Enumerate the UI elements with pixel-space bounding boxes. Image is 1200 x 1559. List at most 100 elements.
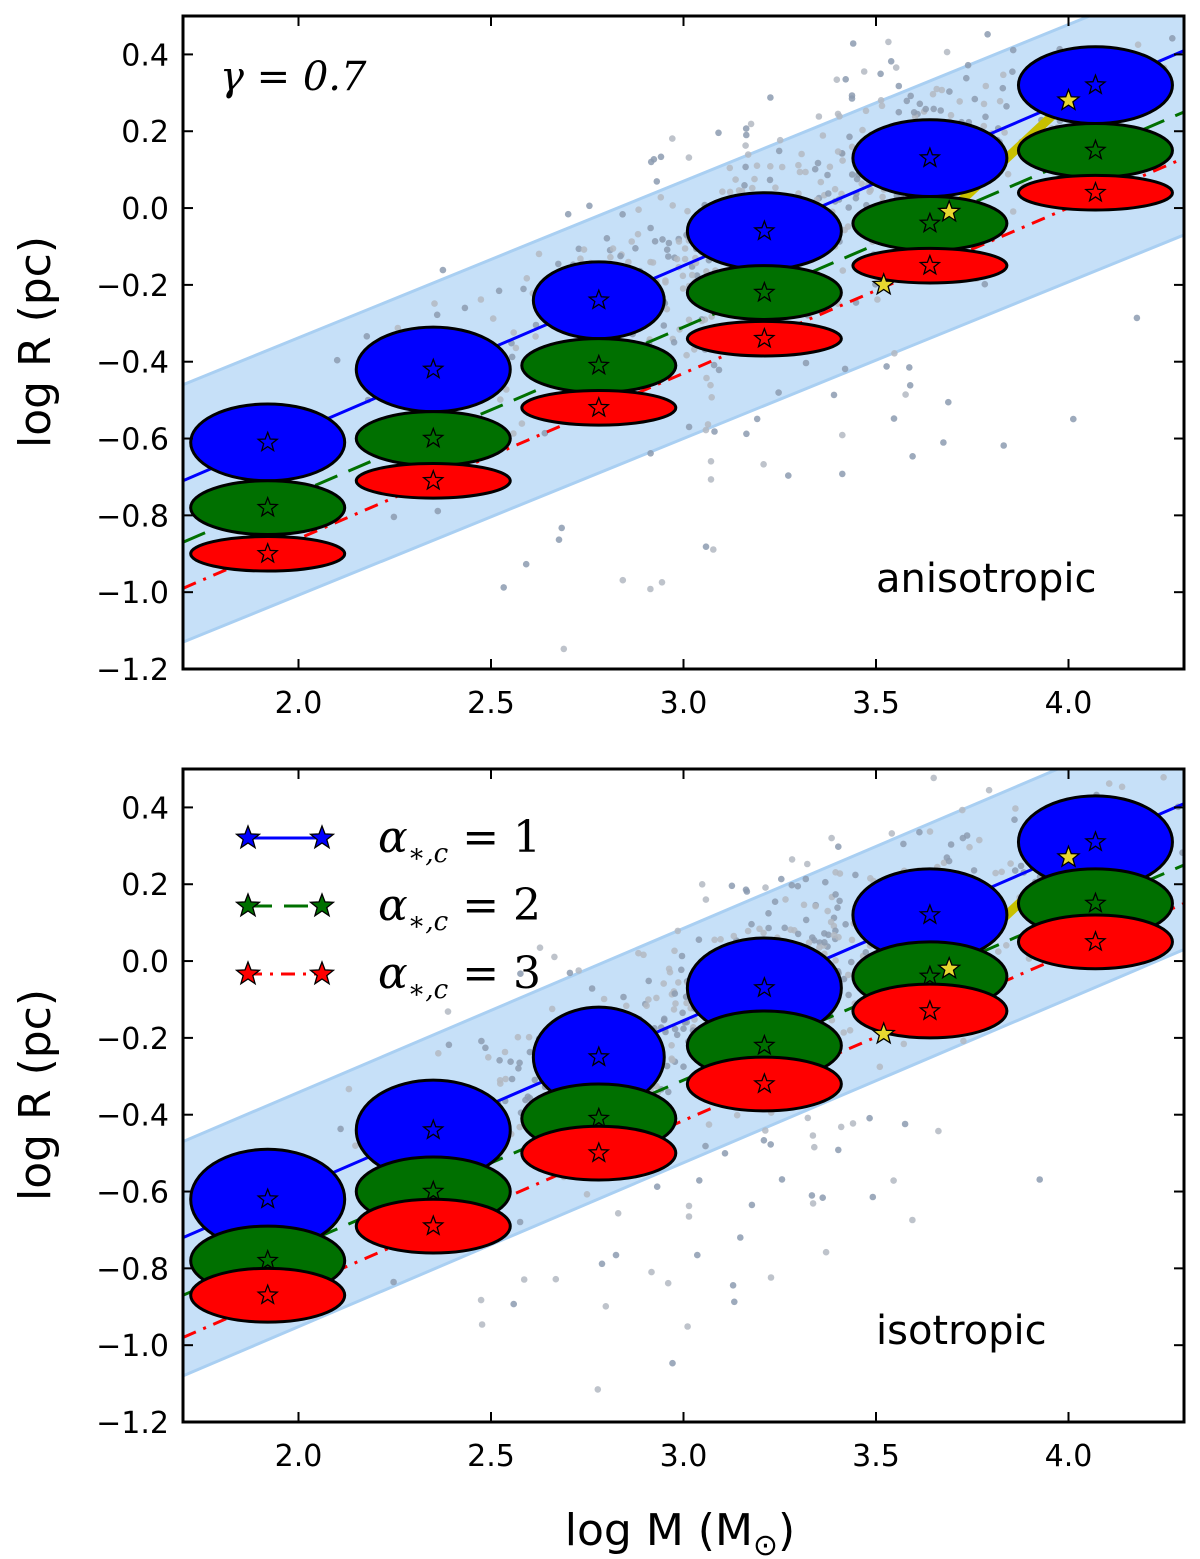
- cluster-point: [662, 279, 669, 286]
- legend-star: [234, 960, 262, 986]
- cluster-point: [482, 1044, 489, 1052]
- cluster-point: [982, 113, 989, 121]
- cluster-point: [612, 1251, 620, 1259]
- cluster-point: [1180, 725, 1187, 732]
- cluster-point: [514, 1033, 522, 1041]
- cluster-point: [1011, 867, 1019, 874]
- star-marker: [256, 541, 279, 564]
- y-tick-label: −1.0: [96, 1329, 169, 1364]
- cluster-ellipse-1: [851, 118, 1009, 199]
- cluster-point: [516, 1059, 523, 1067]
- star-marker: [918, 253, 942, 276]
- cluster-point: [674, 927, 682, 935]
- y-tick-label: 0.0: [121, 192, 169, 227]
- cluster-ellipse-2: [851, 195, 1009, 252]
- cluster-point: [363, 333, 371, 340]
- cluster-ellipse-2: [1016, 122, 1174, 179]
- cluster-point: [705, 1121, 713, 1128]
- cluster-point: [802, 359, 810, 367]
- cluster-point: [804, 860, 811, 868]
- cluster-point: [937, 107, 944, 114]
- cluster-point: [1012, 805, 1019, 812]
- cluster-point: [508, 1075, 516, 1083]
- star-marker: [753, 326, 776, 349]
- y-tick-label: −0.4: [96, 346, 169, 381]
- cluster-point: [580, 246, 588, 253]
- cluster-ellipse-3: [685, 1055, 843, 1113]
- legend-value: = 3: [448, 948, 541, 999]
- cluster-point: [844, 223, 852, 230]
- cluster-point: [352, 1142, 359, 1149]
- cluster-point: [669, 202, 676, 209]
- cluster-point: [651, 238, 659, 245]
- cluster-point: [831, 185, 839, 193]
- cluster-point: [841, 365, 849, 373]
- cluster-point: [653, 994, 660, 1002]
- cluster-point: [522, 560, 530, 568]
- cluster-point: [670, 1006, 678, 1013]
- cluster-point: [650, 156, 658, 163]
- cluster-point: [726, 188, 734, 196]
- cluster-point: [337, 1125, 344, 1133]
- cluster-point: [848, 936, 856, 944]
- cluster-point: [836, 897, 843, 905]
- legend-symbol: α: [378, 880, 408, 931]
- cluster-point: [812, 902, 819, 910]
- cluster-point: [802, 875, 810, 883]
- star-marker: [918, 903, 942, 925]
- x-tick-label: 3.5: [852, 686, 900, 721]
- star-marker: [753, 1072, 776, 1094]
- cluster-point: [619, 211, 626, 218]
- cluster-point: [848, 958, 855, 966]
- cluster-point: [976, 836, 983, 844]
- cluster-point: [767, 163, 774, 170]
- cluster-point: [802, 916, 810, 924]
- cluster-point: [508, 353, 516, 361]
- cluster-point: [617, 252, 624, 260]
- cluster-point: [982, 82, 990, 90]
- cluster-point: [903, 97, 911, 105]
- cluster-point: [834, 148, 842, 155]
- cluster-point: [715, 366, 723, 374]
- cluster-ellipse-2: [685, 264, 843, 321]
- cluster-point: [1017, 862, 1025, 870]
- cluster-point: [960, 1037, 967, 1045]
- cluster-ellipse-3: [1016, 173, 1174, 212]
- track-star-marker: [936, 199, 962, 223]
- fit-line-1: [183, 802, 1184, 1239]
- cluster-point: [762, 1127, 769, 1134]
- cluster-point: [828, 834, 835, 842]
- cluster-point: [1011, 816, 1018, 823]
- cluster-point: [1000, 71, 1007, 79]
- cluster-point: [866, 1114, 873, 1122]
- cluster-point: [922, 105, 929, 113]
- cluster-point: [564, 210, 572, 218]
- cluster-point: [698, 881, 706, 888]
- cluster-point: [619, 576, 627, 584]
- cluster-point: [555, 536, 563, 543]
- cluster-ellipse-3: [1016, 913, 1174, 971]
- cluster-point: [956, 98, 963, 105]
- cluster-point: [516, 1123, 523, 1131]
- cluster-point: [707, 476, 715, 483]
- cluster-point: [670, 339, 678, 346]
- cluster-point: [900, 1040, 908, 1048]
- legend-label-2: α∗,c = 2: [378, 880, 541, 937]
- cluster-point: [848, 171, 856, 178]
- cluster-point: [703, 374, 710, 382]
- cluster-ellipse-1: [1016, 45, 1174, 126]
- cluster-point: [647, 585, 654, 593]
- cluster-point: [771, 898, 779, 905]
- cluster-ellipse-2: [189, 479, 347, 537]
- cluster-point: [602, 1303, 610, 1310]
- panel-label-anisotropic: anisotropic: [876, 556, 1097, 602]
- cluster-point: [478, 1037, 485, 1045]
- cluster-point: [890, 1177, 897, 1184]
- cluster-point: [516, 1218, 524, 1226]
- cluster-point: [515, 1065, 522, 1072]
- y-tick-label: 0.2: [121, 868, 169, 903]
- legend-value: = 1: [448, 812, 541, 863]
- cluster-point: [702, 1142, 709, 1150]
- cluster-point: [794, 882, 802, 890]
- cluster-point: [1160, 774, 1167, 781]
